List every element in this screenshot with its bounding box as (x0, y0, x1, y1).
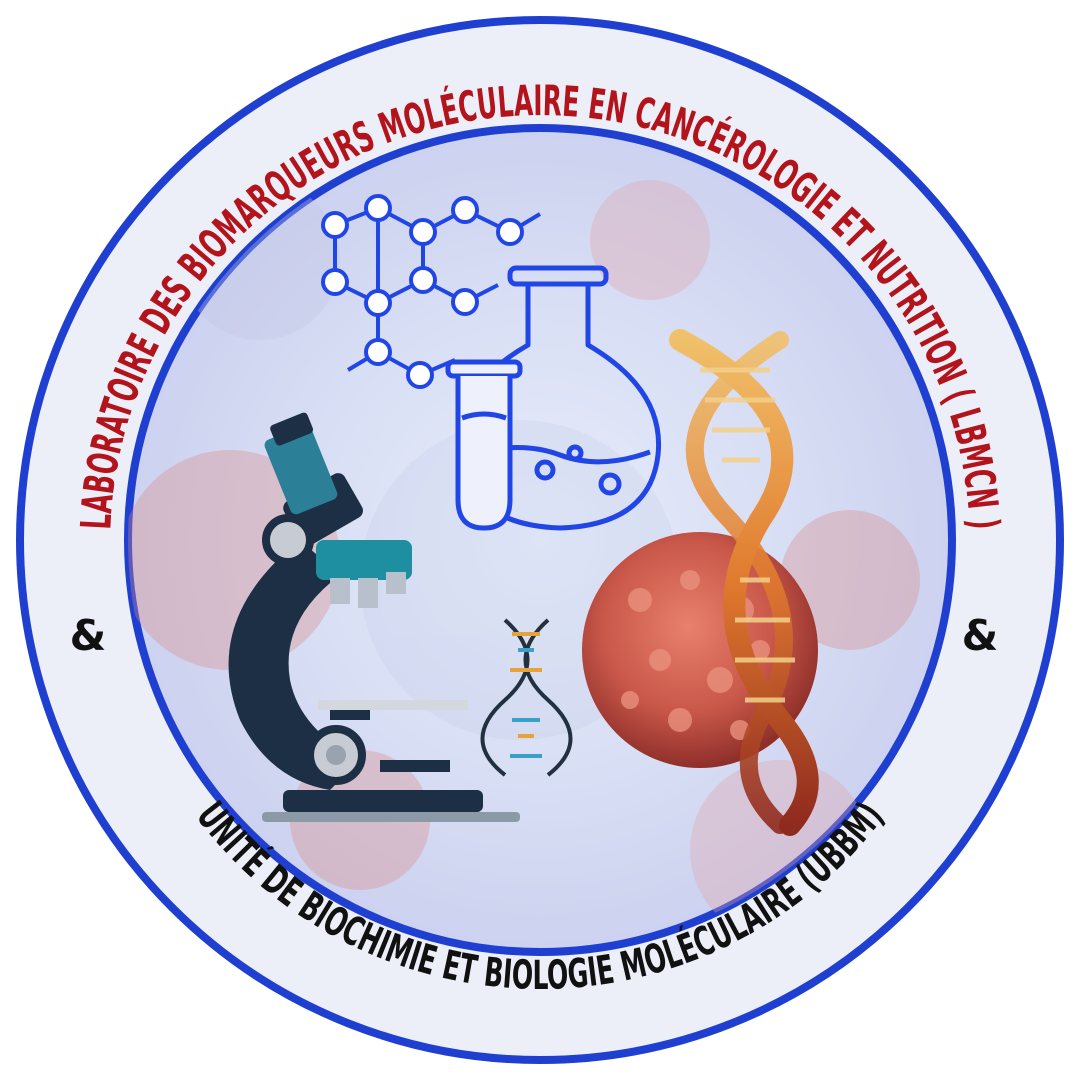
molecule-icon (321, 194, 542, 389)
dna-icon (480, 618, 573, 777)
ampersand-right: & (962, 611, 999, 660)
microscope-icon (228, 412, 520, 822)
test-tube-icon (445, 359, 523, 531)
ampersand-left: & (70, 611, 107, 660)
dna-helix-icon (669, 329, 819, 836)
